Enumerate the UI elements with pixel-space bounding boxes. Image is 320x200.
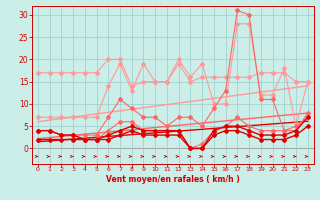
X-axis label: Vent moyen/en rafales ( km/h ): Vent moyen/en rafales ( km/h ) <box>106 175 240 184</box>
